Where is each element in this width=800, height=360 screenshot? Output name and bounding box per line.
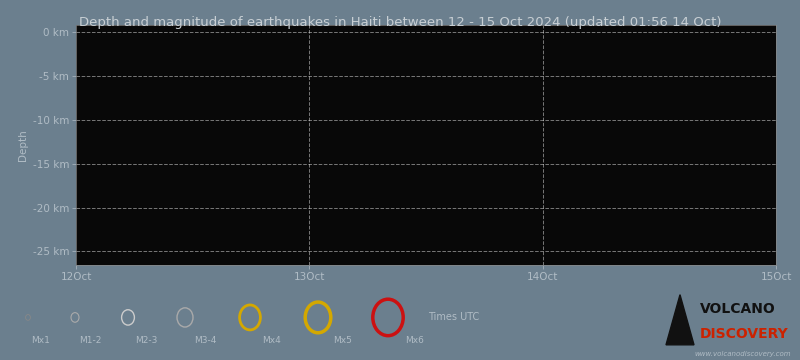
Text: Mx6: Mx6 [406,336,424,345]
Text: DISCOVERY: DISCOVERY [700,327,789,341]
Text: www.volcanodiscovery.com: www.volcanodiscovery.com [694,351,790,357]
Text: Depth and magnitude of earthquakes in Haiti between 12 - 15 Oct 2024 (updated 01: Depth and magnitude of earthquakes in Ha… [78,16,722,29]
Text: Mx5: Mx5 [333,336,351,345]
Y-axis label: Depth: Depth [18,129,28,161]
Text: M1-2: M1-2 [79,336,102,345]
Polygon shape [666,295,694,345]
Text: Mx1: Mx1 [30,336,50,345]
Text: M2-3: M2-3 [135,336,158,345]
Text: Times UTC: Times UTC [428,312,479,323]
Text: Mx4: Mx4 [262,336,281,345]
Text: VOLCANO: VOLCANO [700,302,776,316]
Text: M3-4: M3-4 [194,336,217,345]
